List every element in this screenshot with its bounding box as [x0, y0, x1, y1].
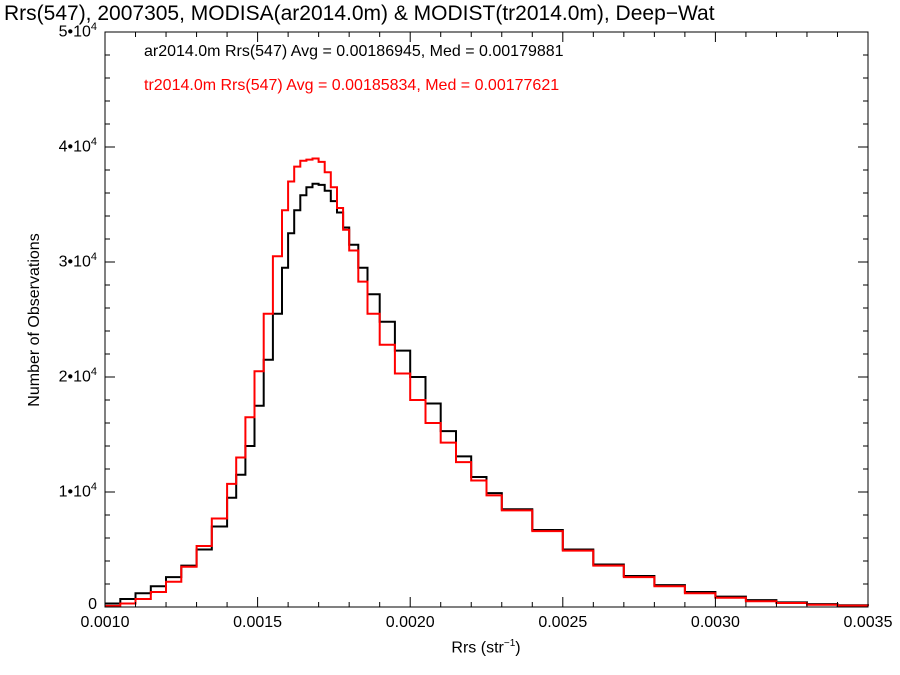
y-tick-label: 2•104 [37, 366, 97, 386]
x-tick-label: 0.0015 [233, 614, 283, 631]
x-tick-label: 0.0020 [385, 614, 435, 631]
x-axis-label-tail: ) [515, 639, 521, 657]
y-tick-exponent: 4 [90, 481, 97, 493]
y-tick-label: 1•104 [37, 481, 97, 501]
legend-entry-ar2014: ar2014.0m Rrs(547) Avg = 0.00186945, Med… [144, 43, 564, 60]
legend-entry-tr2014: tr2014.0m Rrs(547) Avg = 0.00185834, Med… [144, 77, 560, 94]
y-tick-exponent: 4 [90, 366, 97, 378]
series-line-ar2014-0m [105, 182, 869, 607]
y-tick-base: 1•10 [58, 483, 91, 501]
y-tick-exponent: 4 [90, 251, 97, 263]
y-tick-label: 5•104 [37, 21, 97, 41]
y-tick-base: 3•10 [58, 253, 91, 271]
y-tick-label: 4•104 [37, 136, 97, 156]
y-tick-exponent: 4 [90, 136, 97, 148]
y-tick-label: 0 [37, 596, 97, 614]
x-axis-label-text: Rrs (str [451, 639, 504, 657]
y-tick-label: 3•104 [37, 251, 97, 271]
x-axis-label: Rrs (str−1) [451, 638, 520, 657]
y-tick-base: 2•10 [58, 368, 91, 386]
y-tick-base: 0 [88, 596, 97, 613]
series-line-tr2014-0m [105, 157, 869, 607]
tick-layer [104, 31, 869, 608]
chart-title: Rrs(547), 2007305, MODISA(ar2014.0m) & M… [4, 2, 715, 25]
x-tick-label: 0.0025 [538, 614, 588, 631]
plot-frame [104, 31, 869, 608]
y-tick-exponent: 4 [90, 21, 97, 33]
y-tick-base: 4•10 [58, 138, 91, 156]
y-tick-base: 5•10 [58, 23, 91, 41]
x-tick-label: 0.0035 [843, 614, 893, 631]
series-layer [105, 157, 869, 607]
x-axis-label-exponent: −1 [503, 638, 516, 649]
x-tick-label: 0.0010 [80, 614, 130, 631]
x-tick-label: 0.0030 [690, 614, 740, 631]
